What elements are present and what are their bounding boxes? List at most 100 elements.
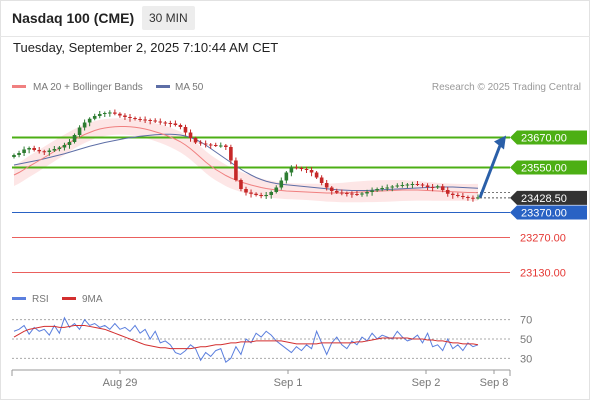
resistance-label: 23670.00 — [521, 133, 567, 145]
candle-body — [32, 148, 36, 150]
candle-body — [289, 167, 294, 173]
candle-body — [254, 193, 258, 195]
candle-body — [415, 184, 420, 185]
legend-swatch-rsi — [12, 297, 26, 300]
candle-body — [284, 172, 289, 181]
candle-body — [476, 197, 480, 199]
candle-body — [229, 147, 233, 161]
candle-body — [224, 145, 228, 147]
candle-body — [410, 184, 415, 185]
candle-body — [355, 194, 359, 195]
candle-body — [97, 114, 102, 116]
projection-arrow — [478, 144, 502, 199]
candle-body — [77, 127, 82, 135]
candle-body — [249, 192, 253, 194]
x-tick-label: Aug 29 — [103, 377, 138, 389]
header-bar: Nasdaq 100 (CME) 30 MIN — [0, 0, 590, 37]
rsi-9ma-line — [13, 324, 479, 350]
candle-body — [87, 118, 92, 123]
last-price-tag — [510, 190, 587, 205]
candle-body — [380, 188, 384, 189]
candle-body — [113, 112, 117, 114]
rsi-tick-label: 50 — [520, 334, 532, 346]
legend-label-9ma: 9MA — [82, 294, 103, 305]
candle-body — [400, 185, 405, 186]
candle-body — [22, 149, 26, 153]
candle-body — [208, 144, 213, 146]
candle-body — [304, 169, 309, 170]
candle-body — [133, 118, 137, 119]
candle-body — [168, 123, 173, 124]
candle-body — [173, 123, 178, 125]
candle-body — [425, 185, 430, 187]
x-tick-label: Sep 1 — [274, 377, 303, 389]
candle-body — [466, 197, 470, 198]
candle-body — [365, 192, 369, 194]
candle-body — [340, 192, 344, 194]
candle-body — [62, 145, 67, 148]
candle-body — [92, 116, 97, 119]
candle-body — [218, 145, 223, 147]
support-tag — [510, 205, 587, 220]
candle-body — [345, 193, 349, 194]
candle-body — [52, 149, 57, 151]
candle-body — [334, 191, 339, 193]
candle-body — [375, 189, 379, 191]
candle-body — [203, 143, 208, 145]
candle-body — [294, 167, 299, 169]
candle-body — [329, 187, 334, 191]
support-label-red: 23130.00 — [520, 268, 566, 280]
candle-body — [461, 196, 465, 197]
support-label-red: 23270.00 — [520, 233, 566, 245]
candle-body — [102, 113, 107, 114]
candle-body — [350, 193, 354, 195]
resistance-tag — [510, 130, 587, 145]
candle-body — [274, 187, 279, 192]
candle-body — [319, 177, 324, 183]
candle-body — [37, 150, 42, 152]
last-price-label: 23428.50 — [521, 193, 567, 205]
candle-body — [299, 168, 304, 169]
candle-body — [108, 112, 112, 114]
candle-body — [143, 119, 147, 121]
candle-body — [360, 193, 364, 195]
candle-body — [471, 197, 475, 199]
candle-body — [12, 155, 16, 157]
candle-body — [82, 122, 87, 128]
candle-body — [27, 148, 31, 150]
candle-body — [42, 151, 47, 153]
rsi-tick-label: 70 — [520, 315, 532, 327]
legend-swatch-ma50 — [156, 85, 170, 88]
candle-body — [314, 172, 319, 178]
candle-body — [193, 138, 198, 143]
candle-body — [244, 189, 248, 193]
candle-body — [264, 195, 268, 196]
candle-body — [405, 184, 410, 186]
candle-body — [390, 186, 395, 188]
ma50-line — [13, 133, 479, 191]
candle-body — [450, 193, 455, 195]
candle-body — [188, 132, 193, 138]
candle-body — [269, 192, 274, 195]
candle-body — [57, 147, 62, 149]
watermark: Research © 2025 Trading Central — [432, 82, 581, 93]
interval-button[interactable]: 30 MIN — [142, 6, 195, 30]
candle-body — [259, 195, 263, 196]
candle-body — [239, 180, 243, 189]
candle-body — [148, 120, 152, 121]
candle-body — [72, 135, 77, 142]
candle-body — [370, 190, 374, 192]
candle-body — [234, 160, 238, 180]
bollinger-band — [14, 118, 478, 203]
candle-body — [456, 195, 460, 196]
candle-body — [395, 185, 400, 187]
datetime-label: Tuesday, September 2, 2025 7:10:44 AM CE… — [13, 40, 279, 55]
candle-body — [279, 180, 284, 188]
resistance-tag — [510, 160, 587, 175]
support-label: 23370.00 — [521, 208, 567, 220]
candle-body — [430, 187, 435, 188]
resistance-label: 23550.00 — [521, 163, 567, 175]
candle-body — [420, 184, 425, 186]
legend-label-ma50: MA 50 — [175, 82, 204, 93]
